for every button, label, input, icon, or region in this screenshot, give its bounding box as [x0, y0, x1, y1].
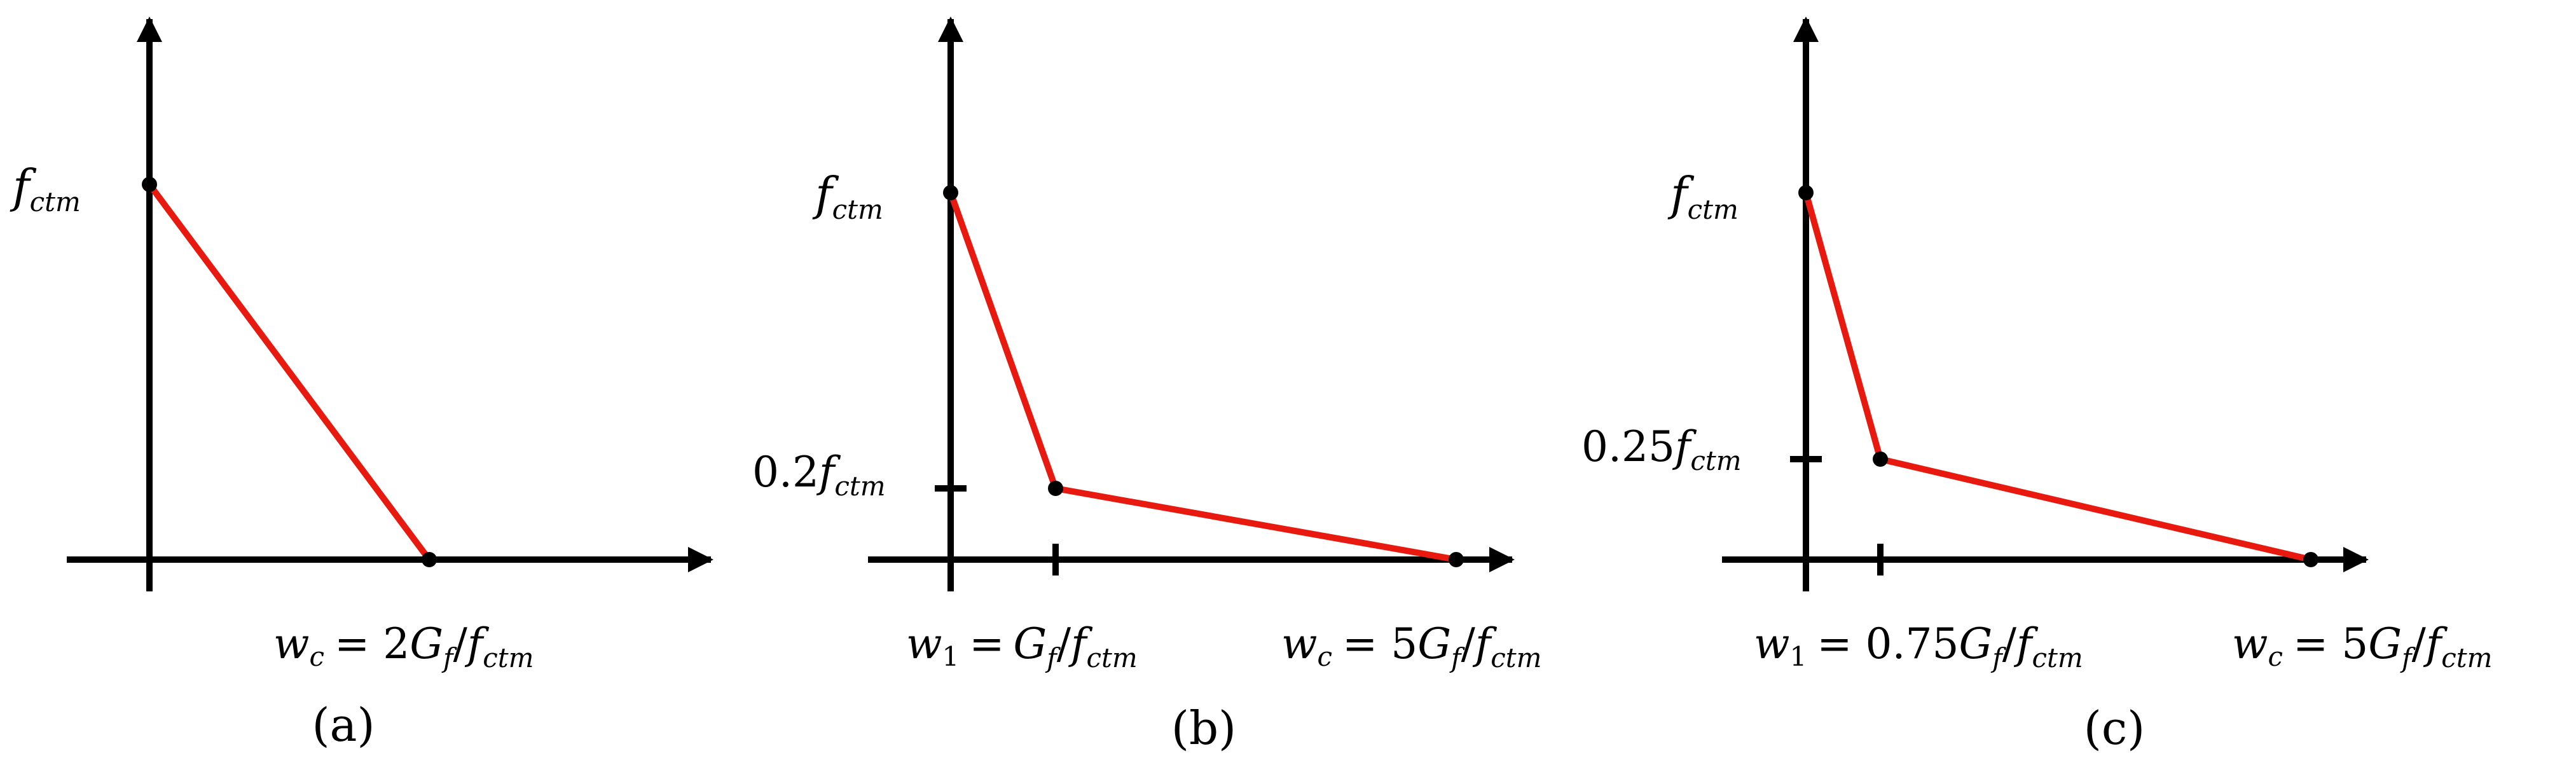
- panel-caption: (b): [1171, 701, 1236, 755]
- panel-b: fctm 0.2fctm w1 = Gf/fctm wc = 5Gf/fctm (b): [752, 17, 1542, 755]
- y-peak-label: fctm: [10, 160, 81, 217]
- peak-point: [1798, 185, 1814, 200]
- y-kink-label: 0.2fctm: [752, 448, 886, 502]
- y-kink-label: 0.25fctm: [1581, 422, 1742, 476]
- y-peak-label: fctm: [812, 167, 883, 225]
- kink-point: [1048, 481, 1063, 496]
- kink-point: [1873, 451, 1888, 467]
- x-end-label: wc = 5Gf/fctm: [1281, 619, 1542, 673]
- x-kink-label: w1 = Gf/fctm: [906, 619, 1138, 673]
- peak-point: [943, 185, 958, 200]
- panel-caption: (c): [2084, 701, 2146, 755]
- x-kink-label: w1 = 0.75Gf/fctm: [1754, 619, 2083, 673]
- softening-curve: [947, 190, 1459, 563]
- softening-curve: [1803, 190, 2314, 563]
- end-point: [422, 552, 437, 567]
- x-end-label: wc = 5Gf/fctm: [2232, 619, 2493, 673]
- end-point: [1449, 552, 1464, 567]
- end-point: [2303, 552, 2318, 567]
- x-end-label: wc = 2Gf/fctm: [273, 619, 534, 673]
- panel-caption: (a): [312, 698, 375, 752]
- panel-a: fctm wc = 2Gf/fctm (a): [10, 17, 713, 752]
- softening-curve: [146, 181, 432, 563]
- peak-point: [142, 177, 157, 192]
- y-peak-label: fctm: [1667, 167, 1739, 225]
- panel-c: fctm 0.25fctm w1 = 0.75Gf/fctm wc = 5Gf/fc…: [1581, 17, 2493, 755]
